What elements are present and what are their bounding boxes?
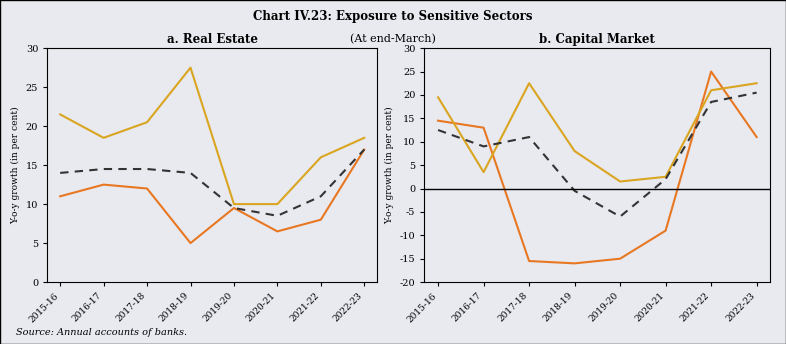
PVBs: [56, 112, 65, 117]
Title: b. Capital Market: b. Capital Market: [539, 33, 656, 46]
PSBs: [359, 148, 369, 152]
SCBs: [99, 167, 108, 171]
PSBs: [661, 228, 670, 233]
SCBs: [615, 215, 625, 219]
PVBs: [99, 136, 108, 140]
Line: PSBs: PSBs: [61, 150, 364, 243]
PVBs: [752, 81, 762, 85]
PVBs: [570, 149, 579, 153]
PSBs: [707, 69, 716, 74]
SCBs: [273, 214, 282, 218]
SCBs: [524, 135, 534, 139]
Line: SCBs: SCBs: [438, 93, 757, 217]
PVBs: [359, 136, 369, 140]
SCBs: [185, 171, 195, 175]
Title: a. Real Estate: a. Real Estate: [167, 33, 258, 46]
PVBs: [615, 180, 625, 184]
SCBs: [316, 194, 325, 198]
PSBs: [615, 257, 625, 261]
Y-axis label: Y-o-y growth (in per cent): Y-o-y growth (in per cent): [11, 106, 20, 224]
Line: SCBs: SCBs: [61, 150, 364, 216]
PSBs: [185, 241, 195, 245]
SCBs: [570, 189, 579, 193]
SCBs: [479, 144, 488, 149]
SCBs: [707, 100, 716, 104]
PVBs: [185, 66, 195, 70]
PVBs: [273, 202, 282, 206]
PSBs: [56, 194, 65, 198]
SCBs: [142, 167, 152, 171]
SCBs: [359, 148, 369, 152]
Y-axis label: Y-o-y growth (in per cent): Y-o-y growth (in per cent): [385, 106, 395, 224]
PSBs: [433, 119, 443, 123]
PSBs: [99, 183, 108, 187]
PSBs: [273, 229, 282, 234]
SCBs: [56, 171, 65, 175]
PVBs: [661, 175, 670, 179]
PSBs: [570, 261, 579, 266]
PVBs: [707, 88, 716, 92]
PSBs: [142, 186, 152, 191]
SCBs: [752, 90, 762, 95]
PSBs: [479, 126, 488, 130]
PSBs: [230, 206, 239, 210]
PVBs: [230, 202, 239, 206]
PVBs: [142, 120, 152, 124]
Text: Chart IV.23: Exposure to Sensitive Sectors: Chart IV.23: Exposure to Sensitive Secto…: [253, 10, 533, 23]
Text: Source: Annual accounts of banks.: Source: Annual accounts of banks.: [16, 328, 187, 337]
PSBs: [524, 259, 534, 263]
PVBs: [524, 81, 534, 85]
SCBs: [230, 206, 239, 210]
PSBs: [316, 218, 325, 222]
Line: PVBs: PVBs: [61, 68, 364, 204]
Text: (At end-March): (At end-March): [350, 34, 436, 45]
PVBs: [479, 170, 488, 174]
SCBs: [433, 128, 443, 132]
SCBs: [661, 177, 670, 181]
Line: PSBs: PSBs: [438, 72, 757, 264]
PSBs: [752, 135, 762, 139]
PVBs: [433, 95, 443, 99]
Line: PVBs: PVBs: [438, 83, 757, 182]
PVBs: [316, 155, 325, 159]
